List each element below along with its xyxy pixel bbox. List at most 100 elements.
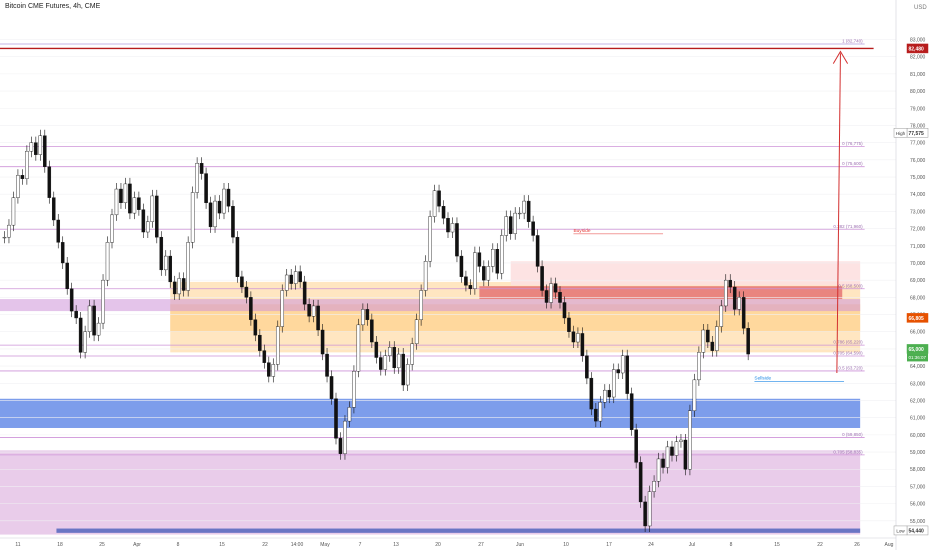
candle-body <box>150 195 155 222</box>
fib-label: 0 (76,775) <box>842 141 863 146</box>
candle-body <box>195 163 199 193</box>
candle-body <box>535 235 540 267</box>
price-badge-prefix-box <box>893 525 908 536</box>
candle-body <box>706 329 710 343</box>
fib-label: 0.382 (71,960) <box>833 224 863 229</box>
y-tick-label: 73,000 <box>910 209 926 215</box>
x-tick-label: 20 <box>435 542 441 548</box>
x-tick-label: 15 <box>774 542 780 548</box>
resistance-zone-pink <box>510 261 861 286</box>
candle-body <box>567 317 571 332</box>
candle-body <box>517 212 522 215</box>
candle-body <box>334 398 338 439</box>
candle-body <box>87 305 92 332</box>
x-tick-label: 7 <box>359 542 362 548</box>
candle-body <box>168 255 173 283</box>
candle-body <box>347 407 352 422</box>
candle-body <box>697 352 701 381</box>
x-tick-label: 14:00 <box>291 542 304 548</box>
candle-body <box>338 438 343 454</box>
candle-body <box>275 326 280 365</box>
x-tick-label: 15 <box>219 542 225 548</box>
candle-body <box>110 214 114 243</box>
candle-body <box>204 173 208 204</box>
fib-label: 0.5 (63,720) <box>838 365 863 370</box>
candle-body <box>540 266 544 291</box>
candle-body <box>119 188 123 204</box>
candle-body <box>128 183 132 214</box>
y-tick-label: 76,000 <box>910 158 926 164</box>
candle-body <box>271 364 276 377</box>
x-tick-label: Jul <box>689 542 695 548</box>
candle-body <box>289 274 293 284</box>
x-tick-label: Jun <box>516 542 524 548</box>
candle-body <box>558 291 562 303</box>
x-tick-label: 26 <box>854 542 860 548</box>
candle-body <box>159 236 164 271</box>
candle-body <box>383 355 388 370</box>
candle-body <box>683 439 688 470</box>
candle-body <box>181 278 186 291</box>
price-badge-prefix: Low <box>896 528 905 533</box>
candle-body <box>235 236 240 277</box>
candle-body <box>571 331 576 343</box>
candle-body <box>352 371 356 408</box>
fib-label: 0.786 (65,220) <box>833 340 863 345</box>
candle-body <box>316 305 320 331</box>
candle-body <box>692 379 697 411</box>
candle-body <box>701 329 706 353</box>
price-badge-prefix-box <box>893 128 908 138</box>
price-axis-bg <box>896 0 932 550</box>
candle-body <box>589 377 594 410</box>
x-tick-label: 8 <box>730 542 733 548</box>
candle-body <box>249 297 253 320</box>
y-tick-label: 55,000 <box>910 519 926 525</box>
candle-body <box>526 200 531 222</box>
candle-body <box>643 501 647 527</box>
projection-arrow <box>836 53 841 373</box>
candle-body <box>258 334 262 351</box>
candle-body <box>51 197 56 221</box>
candle-body <box>450 223 455 233</box>
candle-body <box>423 261 428 291</box>
candle-body <box>123 183 128 204</box>
price-badge <box>906 43 929 54</box>
candle-body <box>186 242 190 291</box>
y-tick-label: 60,000 <box>910 433 926 439</box>
candle-body <box>732 286 737 310</box>
candle-body <box>244 286 249 298</box>
candle-body <box>361 309 365 326</box>
candle-body <box>737 297 741 310</box>
candle-body <box>656 458 661 482</box>
candle-body <box>464 276 468 286</box>
candle-body <box>11 197 16 226</box>
candle-body <box>679 439 683 442</box>
candle-body <box>508 216 513 234</box>
candle-body <box>280 290 285 327</box>
candle-body <box>620 355 625 374</box>
x-tick-label: 18 <box>57 542 63 548</box>
y-tick-label: 83,000 <box>910 38 926 44</box>
candle-body <box>665 446 670 468</box>
candle-body <box>78 317 83 353</box>
x-tick-label: 11 <box>15 542 20 548</box>
candle-body <box>652 481 656 492</box>
candle-body <box>47 166 52 198</box>
candle-body <box>56 219 61 243</box>
candle-body <box>329 376 334 399</box>
x-tick-label: Aug <box>885 542 894 548</box>
candle-body <box>522 200 526 214</box>
y-tick-label: 68,000 <box>910 295 926 301</box>
candle-body <box>137 197 141 210</box>
demand-zone-blue <box>0 398 861 428</box>
candle-body <box>728 279 733 288</box>
price-badge-sub-box <box>907 353 928 362</box>
y-tick-label: 70,000 <box>910 261 926 267</box>
candle-body <box>2 236 7 239</box>
y-tick-label: 63,000 <box>910 381 926 387</box>
candle-body <box>343 420 347 454</box>
price-badge-label: 54,440 <box>909 528 925 534</box>
low-band <box>56 528 861 533</box>
x-tick-label: 8 <box>177 542 180 548</box>
candle-body <box>495 249 500 274</box>
